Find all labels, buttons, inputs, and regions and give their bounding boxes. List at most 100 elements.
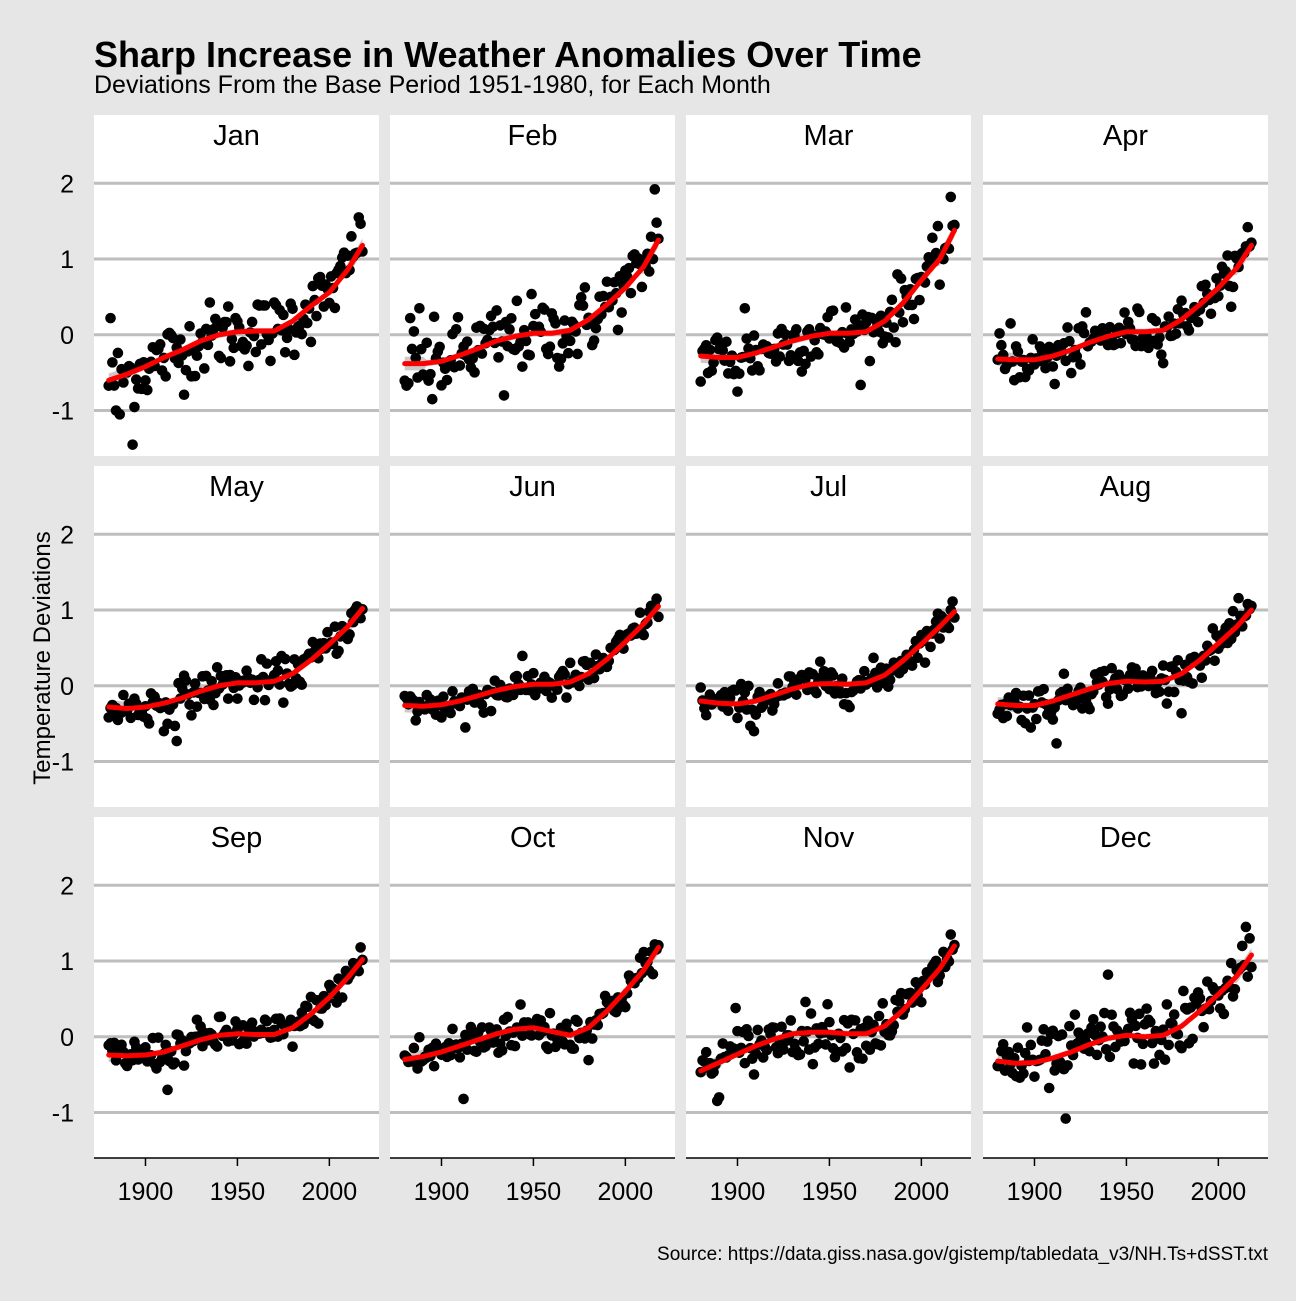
y-tick-label: -1 [52, 749, 74, 777]
y-axis-label: Temperature Deviations [29, 531, 56, 784]
facet-panels: Jan Feb Mar Apr May Jun Jul Aug Sep Oct Nov Dec [94, 115, 1268, 1158]
data-point [1236, 940, 1248, 952]
facet-strip-label: Jul [810, 471, 847, 503]
x-tick-label: 1950 [802, 1178, 858, 1206]
data-point [1187, 678, 1198, 689]
data-point [875, 1040, 887, 1051]
data-point [864, 355, 876, 367]
data-point [943, 622, 955, 634]
data-point [1078, 327, 1090, 339]
data-point [1246, 961, 1257, 973]
data-point [651, 593, 662, 604]
data-point [636, 281, 648, 293]
data-point [434, 341, 445, 353]
data-point [945, 929, 957, 940]
data-point [1146, 665, 1158, 677]
data-point [408, 1042, 420, 1054]
data-point [586, 1033, 598, 1044]
data-point [822, 998, 833, 1010]
data-point [895, 273, 907, 284]
data-point [877, 998, 889, 1009]
data-point [460, 722, 471, 733]
data-point [634, 607, 646, 619]
data-point [888, 322, 900, 333]
data-point [651, 217, 662, 228]
data-point [1229, 984, 1241, 995]
facet-panel-jan: Jan [94, 115, 379, 456]
smooth-line [106, 606, 365, 711]
data-point [927, 232, 938, 244]
x-tick-label: 1900 [118, 1178, 174, 1206]
data-point [142, 384, 153, 396]
data-point [265, 355, 276, 367]
data-point [1133, 306, 1145, 318]
data-point [404, 312, 416, 324]
data-point [162, 1084, 173, 1096]
data-point [1065, 367, 1077, 379]
data-point [908, 313, 920, 325]
data-point [1058, 668, 1070, 680]
smooth-line [995, 242, 1254, 363]
data-point [754, 686, 765, 698]
data-point [524, 349, 536, 361]
data-point [241, 1038, 252, 1050]
facet-panel-aug: Aug [983, 466, 1268, 807]
data-point [232, 693, 243, 704]
y-tick-label: 1 [60, 597, 74, 625]
data-point [588, 672, 600, 684]
data-point [1187, 1033, 1198, 1045]
data-point [761, 1044, 773, 1056]
data-point [259, 300, 271, 311]
data-point [706, 365, 718, 377]
data-point [1095, 1021, 1106, 1033]
data-point [1064, 1020, 1075, 1032]
data-point [805, 1008, 817, 1019]
y-tick-label: -1 [52, 398, 74, 426]
data-point [1163, 1039, 1175, 1051]
data-point [529, 308, 541, 320]
data-point [791, 324, 802, 335]
data-point [491, 305, 502, 316]
data-point [1194, 993, 1206, 1004]
data-point [1242, 971, 1254, 982]
data-point [118, 689, 129, 701]
data-point [469, 367, 480, 378]
data-point [507, 689, 519, 701]
data-point [919, 657, 931, 668]
data-point [447, 686, 458, 697]
data-point [945, 191, 957, 203]
data-point [226, 333, 238, 345]
y-tick-label: 2 [60, 170, 74, 198]
data-point [1012, 346, 1024, 357]
y-tick-label: 0 [60, 1024, 74, 1052]
data-point [1161, 999, 1173, 1010]
data-point [1130, 663, 1141, 675]
data-point [717, 344, 729, 356]
data-point [947, 596, 958, 607]
data-point [752, 1024, 764, 1036]
data-point [1205, 308, 1217, 320]
smooth-line [402, 237, 661, 367]
data-point [794, 1049, 806, 1060]
chart-subtitle: Deviations From the Base Period 1951-198… [94, 71, 771, 99]
data-point [215, 352, 227, 364]
axes: -1 0 1 2 -1 0 1 2 -1 0 1 2 1900 1950 2000 1900 1950 2000 1… [52, 170, 1268, 1206]
data-point [452, 312, 464, 323]
chart-caption: Source: https://data.giss.nasa.gov/giste… [657, 1244, 1269, 1265]
smooth-line [106, 242, 365, 383]
data-point [454, 1052, 466, 1063]
facet-panel-jun: Jun [390, 466, 675, 807]
data-point [620, 1001, 631, 1013]
facet-strip-label: Jun [509, 471, 556, 503]
facet-strip-label: Aug [1100, 471, 1152, 503]
data-point [704, 344, 716, 356]
y-tick-label: 1 [60, 948, 74, 976]
data-point [178, 389, 190, 401]
data-point [438, 691, 449, 703]
x-tick-label: 2000 [302, 1178, 358, 1206]
data-point [1038, 683, 1049, 695]
data-point [774, 351, 786, 362]
data-point [467, 353, 479, 364]
data-point [1064, 335, 1075, 347]
